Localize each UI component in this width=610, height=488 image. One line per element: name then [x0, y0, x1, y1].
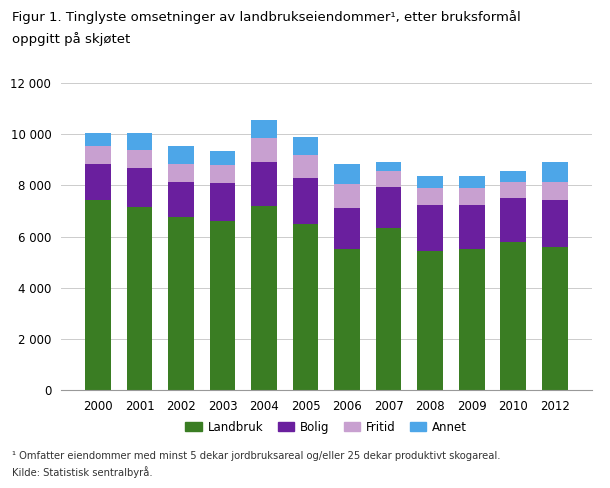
Bar	[168, 182, 194, 218]
Bar	[293, 155, 318, 178]
Bar	[85, 133, 111, 146]
Bar	[293, 224, 318, 390]
Bar	[417, 177, 443, 188]
Text: Kilde: Statistisk sentralbyrå.: Kilde: Statistisk sentralbyrå.	[12, 466, 153, 478]
Bar	[417, 251, 443, 390]
Bar	[85, 163, 111, 200]
Bar	[459, 249, 484, 390]
Bar	[168, 146, 194, 163]
Bar	[85, 146, 111, 163]
Bar	[500, 198, 526, 242]
Bar	[210, 151, 235, 165]
Bar	[376, 171, 401, 187]
Bar	[210, 221, 235, 390]
Bar	[168, 218, 194, 390]
Bar	[293, 178, 318, 224]
Legend: Landbruk, Bolig, Fritid, Annet: Landbruk, Bolig, Fritid, Annet	[181, 416, 472, 438]
Bar	[459, 188, 484, 204]
Bar	[376, 187, 401, 228]
Bar	[542, 163, 567, 182]
Bar	[500, 242, 526, 390]
Text: ¹ Omfatter eiendommer med minst 5 dekar jordbruksareal og/eller 25 dekar produkt: ¹ Omfatter eiendommer med minst 5 dekar …	[12, 451, 501, 461]
Bar	[417, 204, 443, 251]
Bar	[376, 228, 401, 390]
Text: Figur 1. Tinglyste omsetninger av landbrukseiendommer¹, etter bruksformål: Figur 1. Tinglyste omsetninger av landbr…	[12, 10, 521, 24]
Bar	[334, 249, 360, 390]
Bar	[542, 182, 567, 200]
Bar	[334, 184, 360, 208]
Bar	[251, 206, 277, 390]
Text: oppgitt på skjøtet: oppgitt på skjøtet	[12, 32, 131, 46]
Bar	[251, 163, 277, 206]
Bar	[293, 137, 318, 155]
Bar	[459, 177, 484, 188]
Bar	[376, 163, 401, 171]
Bar	[210, 165, 235, 183]
Bar	[127, 207, 152, 390]
Bar	[210, 183, 235, 221]
Bar	[334, 163, 360, 184]
Bar	[334, 208, 360, 249]
Bar	[168, 163, 194, 182]
Bar	[251, 120, 277, 138]
Bar	[251, 138, 277, 163]
Bar	[127, 150, 152, 167]
Bar	[500, 182, 526, 198]
Bar	[127, 167, 152, 207]
Bar	[85, 200, 111, 390]
Bar	[459, 204, 484, 249]
Bar	[542, 247, 567, 390]
Bar	[542, 200, 567, 247]
Bar	[500, 171, 526, 182]
Bar	[127, 133, 152, 150]
Bar	[417, 188, 443, 204]
